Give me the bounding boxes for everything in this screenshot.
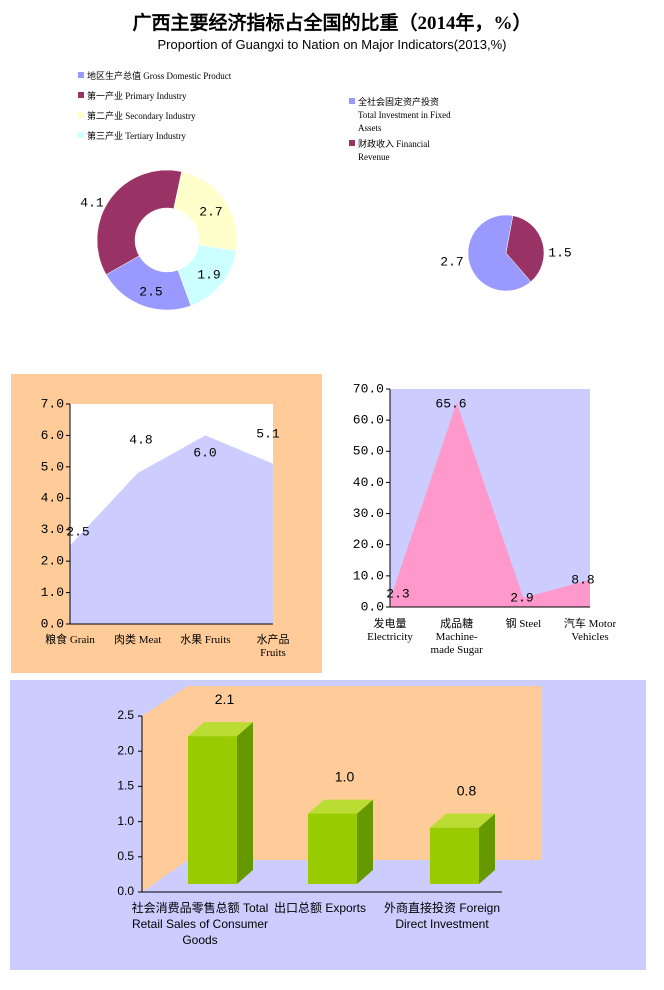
y-tick-label: 70.0 (353, 381, 384, 396)
data-label: 2.7 (440, 254, 463, 269)
area (70, 435, 273, 624)
y-tick-label: 4.0 (41, 491, 64, 506)
y-tick-label: 1.0 (41, 585, 64, 600)
y-tick-label: 50.0 (353, 444, 384, 459)
legend-label: 地区生产总值 Gross Domestic Product (87, 71, 232, 81)
data-label: 1.5 (548, 245, 571, 260)
x-tick-label: 发电量 Electricity (367, 618, 413, 643)
slice (173, 171, 238, 252)
legend-label: 第一产业 Primary Industry (87, 91, 187, 101)
data-label: 1.9 (197, 267, 220, 282)
y-tick-label: 2.0 (117, 743, 134, 757)
x-tick-label: 水产品 Fruits (256, 634, 290, 659)
slice (105, 255, 192, 311)
legend-swatch (78, 112, 84, 118)
page-title: 广西主要经济指标占全国的比重（2014年，%） (132, 13, 532, 34)
data-label: 2.9 (510, 590, 533, 605)
bar (188, 736, 237, 884)
legend-swatch (78, 92, 84, 98)
legend-label: 全社会固定资产投资 Total Investment in Fixed Asse… (358, 97, 451, 133)
y-tick-label: 60.0 (353, 413, 384, 428)
slice (96, 169, 183, 275)
slice (505, 215, 545, 283)
bar (430, 827, 479, 884)
x-tick-label: 汽车 Motor Vehicles (563, 618, 617, 643)
legend-swatch (78, 132, 84, 138)
data-label: 8.8 (571, 572, 594, 587)
x-tick-label: 社会消费品零售总额 Total Retail Sales of Consumer… (131, 901, 269, 947)
x-tick-label: 肉类 Meat (113, 634, 162, 646)
legend-swatch (349, 140, 355, 146)
y-tick-label: 0.0 (361, 599, 384, 614)
y-tick-label: 1.5 (117, 779, 134, 793)
legend-swatch (349, 98, 355, 104)
slice (467, 214, 532, 292)
y-tick-label: 40.0 (353, 475, 384, 490)
legend-label: 第二产业 Secondary Industry (87, 111, 196, 121)
data-label: 65.6 (435, 396, 466, 411)
legend-label: 财政收入 Financial Revenue (358, 139, 430, 162)
data-label: 0.8 (457, 782, 477, 798)
y-tick-label: 10.0 (353, 568, 384, 583)
y-tick-label: 2.5 (117, 708, 134, 722)
data-label: 2.5 (66, 524, 89, 539)
x-tick-label: 成品糖 Machine-made Sugar (430, 618, 483, 656)
data-label: 2.7 (199, 204, 222, 219)
data-label: 4.8 (129, 432, 152, 447)
y-tick-label: 0.0 (41, 616, 64, 631)
y-tick-label: 5.0 (41, 459, 64, 474)
y-tick-label: 0.5 (117, 849, 134, 863)
x-tick-label: 粮食 Grain (45, 634, 95, 646)
bar-top (188, 722, 253, 737)
y-tick-label: 7.0 (41, 396, 64, 411)
bar-side (357, 799, 373, 884)
data-label: 2.3 (386, 586, 409, 601)
area (390, 402, 590, 607)
y-tick-label: 20.0 (353, 537, 384, 552)
bar-side (237, 722, 253, 884)
data-label: 1.0 (335, 768, 355, 784)
y-tick-label: 1.0 (117, 814, 134, 828)
x-tick-label: 钢 Steel (505, 618, 542, 630)
x-tick-label: 外商直接投资 Foreign Direct Investment (383, 901, 501, 931)
page-subtitle: Proportion of Guangxi to Nation on Major… (157, 37, 507, 52)
x-tick-label: 出口总额 Exports (273, 901, 367, 915)
data-label: 5.1 (256, 426, 280, 441)
bar (308, 813, 357, 884)
y-tick-label: 30.0 (353, 506, 384, 521)
data-label: 2.5 (139, 284, 162, 299)
x-tick-label: 水果 Fruits (180, 634, 231, 646)
legend-swatch (78, 72, 84, 78)
data-label: 2.1 (215, 691, 235, 707)
bar-top (430, 813, 495, 828)
y-tick-label: 0.0 (117, 884, 134, 898)
bar-top (308, 799, 373, 814)
slice (177, 244, 237, 307)
y-tick-label: 3.0 (41, 522, 64, 537)
legend-label: 第三产业 Tertiary Industry (87, 131, 186, 141)
data-label: 6.0 (193, 445, 216, 460)
y-tick-label: 2.0 (41, 554, 64, 569)
data-label: 4.1 (80, 195, 104, 210)
y-tick-label: 6.0 (41, 428, 64, 443)
bar-side (479, 813, 495, 884)
